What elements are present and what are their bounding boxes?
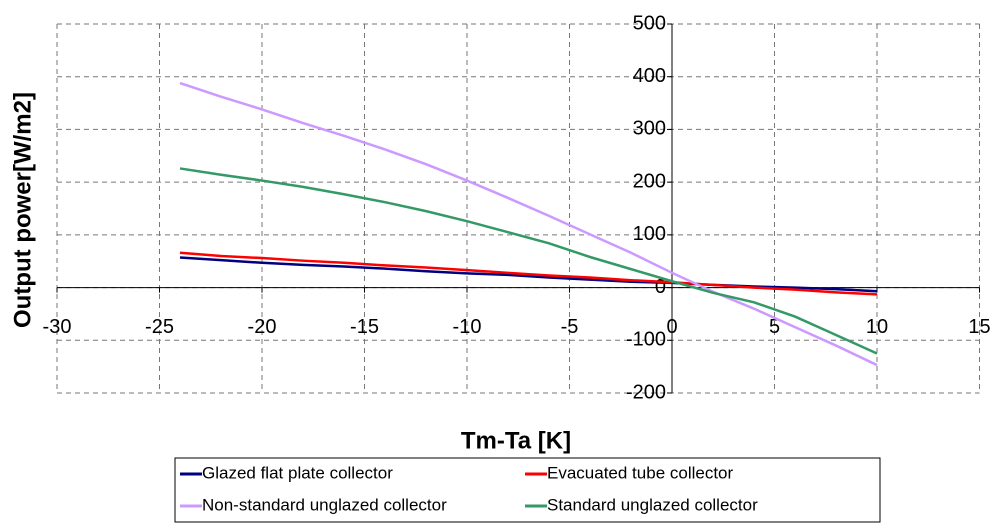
x-tick-label: 15 (968, 316, 990, 338)
series-line (179, 167, 878, 355)
legend-box (174, 457, 881, 523)
y-tick-label: 300 (633, 118, 666, 140)
x-axis-title: Tm-Ta [K] (461, 427, 571, 454)
x-tick-label: -10 (453, 316, 482, 338)
legend-label: Glazed flat plate collector (202, 463, 393, 482)
y-tick-label: 0 (655, 276, 666, 298)
legend-label: Non-standard unglazed collector (202, 495, 447, 514)
y-axis-title: Output power[W/m2] (9, 92, 36, 328)
x-tick-label: -5 (561, 316, 579, 338)
legend-label: Standard unglazed collector (547, 495, 758, 514)
x-tick-label: -30 (43, 316, 72, 338)
x-tick-label: -20 (248, 316, 277, 338)
y-tick-label: -200 (626, 381, 666, 403)
series-line (179, 251, 878, 296)
y-tick-label: 500 (633, 12, 666, 34)
x-tick-label: 10 (866, 316, 888, 338)
x-tick-label: -25 (145, 316, 174, 338)
x-tick-label: 5 (769, 316, 780, 338)
y-tick-label: 100 (633, 223, 666, 245)
x-tick-label: -15 (350, 316, 379, 338)
series-line (179, 81, 878, 367)
legend-label: Evacuated tube collector (547, 463, 734, 482)
y-tick-label: -100 (626, 329, 666, 351)
y-tick-label: 400 (633, 65, 666, 87)
y-tick-label: 200 (633, 170, 666, 192)
